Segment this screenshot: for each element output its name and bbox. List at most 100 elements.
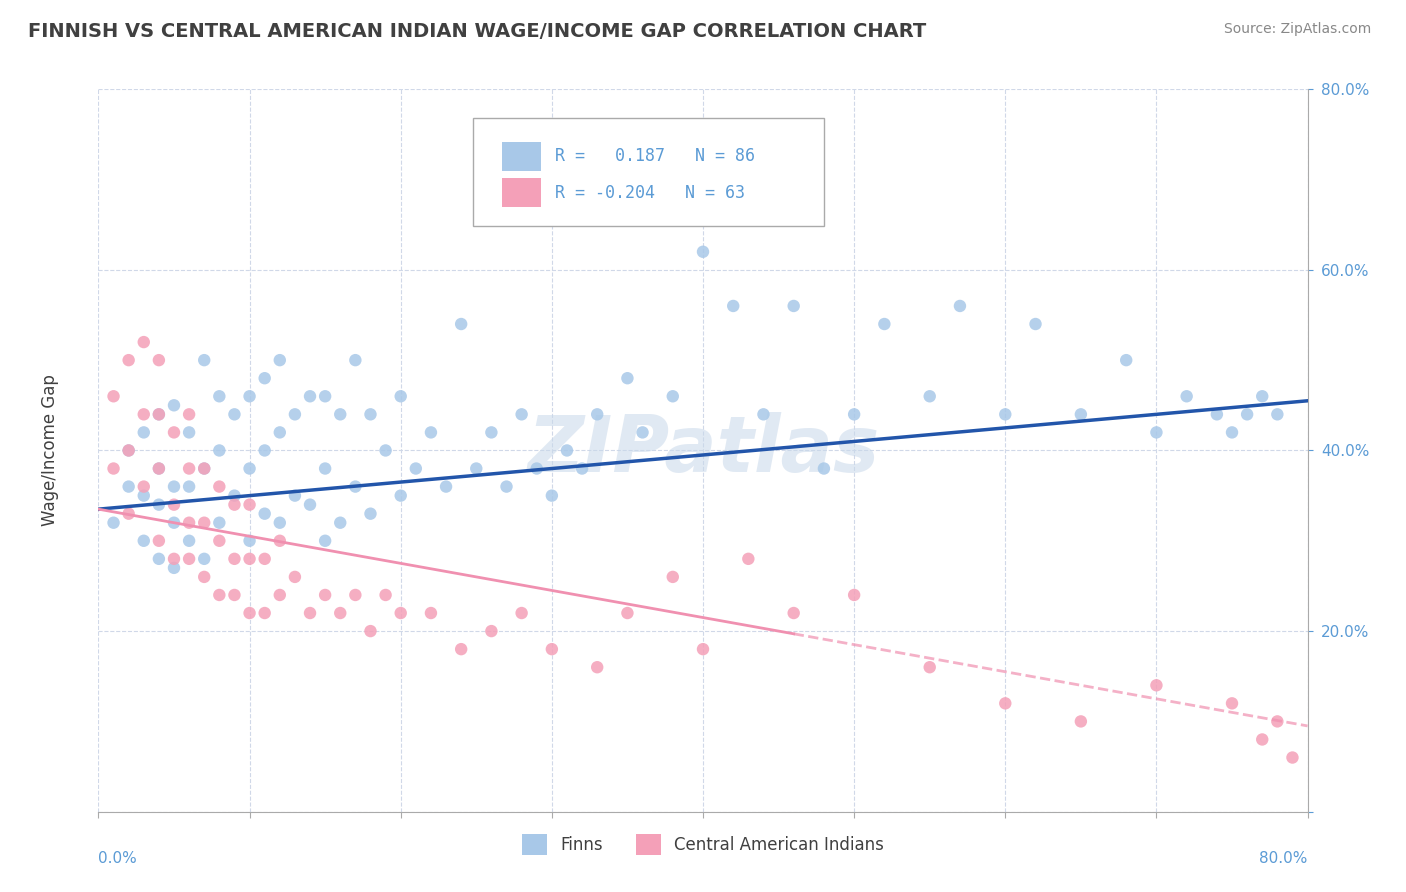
Point (224, 588, 246, 602)
Point (269, 533, 291, 548)
Text: ZIPatlas: ZIPatlas (527, 412, 879, 489)
Point (389, 489, 412, 503)
Text: FINNISH VS CENTRAL AMERICAN INDIAN WAGE/INCOME GAP CORRELATION CHART: FINNISH VS CENTRAL AMERICAN INDIAN WAGE/… (28, 22, 927, 41)
Point (224, 489, 246, 503)
Point (148, 498, 170, 512)
Point (723, 299, 745, 313)
Point (813, 461, 835, 475)
Point (148, 461, 170, 475)
Point (193, 461, 215, 475)
Point (253, 551, 276, 566)
Point (374, 588, 396, 602)
FancyBboxPatch shape (502, 178, 541, 207)
Point (661, 570, 683, 584)
Text: Source: ZipAtlas.com: Source: ZipAtlas.com (1223, 22, 1371, 37)
Legend: Finns, Central American Indians: Finns, Central American Indians (515, 828, 891, 861)
Point (179, 425, 201, 440)
Point (873, 317, 896, 331)
Point (616, 606, 638, 620)
Text: R = -0.204   N = 63: R = -0.204 N = 63 (555, 184, 745, 202)
Point (284, 570, 307, 584)
Point (329, 516, 352, 530)
Point (118, 507, 141, 521)
Point (540, 642, 562, 657)
Point (465, 461, 488, 475)
Point (208, 443, 231, 458)
Point (148, 353, 170, 368)
Point (179, 407, 201, 422)
Point (510, 606, 533, 620)
Point (405, 461, 427, 475)
Point (314, 389, 336, 403)
Point (1220, 425, 1243, 440)
Point (179, 516, 201, 530)
Point (239, 461, 262, 475)
Point (163, 561, 186, 575)
Point (360, 407, 382, 422)
Point (269, 425, 291, 440)
Point (179, 533, 201, 548)
Point (314, 461, 336, 475)
Point (239, 606, 262, 620)
Point (118, 480, 141, 494)
Point (1144, 425, 1167, 440)
Point (193, 570, 215, 584)
Point (314, 588, 336, 602)
Point (329, 606, 352, 620)
Point (239, 533, 262, 548)
Point (752, 407, 775, 422)
Point (179, 551, 201, 566)
Point (193, 353, 215, 368)
Point (994, 407, 1017, 422)
Point (389, 606, 412, 620)
Point (193, 461, 215, 475)
Point (208, 480, 231, 494)
Point (420, 425, 443, 440)
Point (1175, 389, 1198, 403)
Point (208, 588, 231, 602)
Point (163, 398, 186, 412)
Point (344, 588, 367, 602)
Point (389, 389, 412, 403)
Point (586, 660, 609, 674)
Point (299, 606, 322, 620)
Point (481, 624, 503, 639)
Point (1144, 678, 1167, 692)
Point (163, 425, 186, 440)
Point (132, 407, 155, 422)
Point (434, 480, 457, 494)
Point (118, 443, 141, 458)
Point (163, 480, 186, 494)
Point (314, 533, 336, 548)
Point (253, 371, 276, 385)
Point (450, 317, 472, 331)
Point (571, 461, 593, 475)
Point (918, 660, 941, 674)
Point (631, 425, 654, 440)
Point (1281, 750, 1303, 764)
Point (284, 489, 307, 503)
Point (918, 389, 941, 403)
Point (495, 480, 517, 494)
Point (299, 389, 322, 403)
Point (994, 697, 1017, 711)
Point (163, 498, 186, 512)
Point (1236, 407, 1258, 422)
Point (844, 407, 866, 422)
Point (193, 551, 215, 566)
Text: 0.0%: 0.0% (98, 852, 138, 866)
Point (208, 516, 231, 530)
Point (783, 606, 806, 620)
Point (526, 461, 548, 475)
Point (132, 489, 155, 503)
Point (1070, 407, 1092, 422)
Point (1251, 732, 1274, 747)
Point (284, 407, 307, 422)
Point (103, 389, 125, 403)
Point (148, 407, 170, 422)
Point (103, 516, 125, 530)
Point (208, 533, 231, 548)
Point (844, 588, 866, 602)
Point (1267, 714, 1289, 729)
Point (1206, 407, 1229, 422)
